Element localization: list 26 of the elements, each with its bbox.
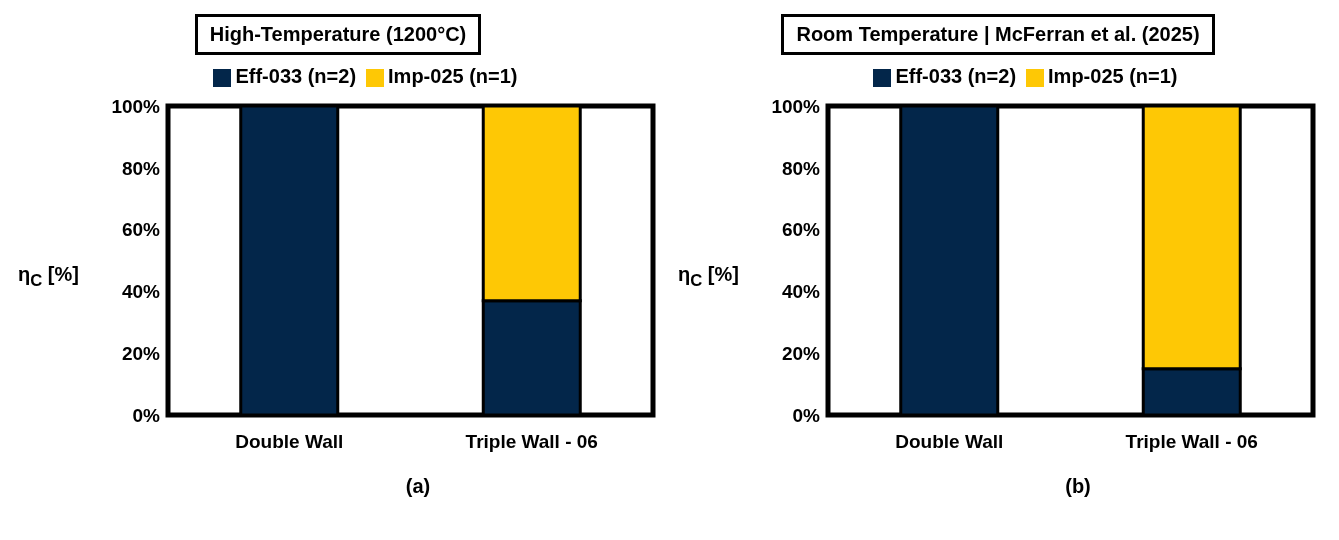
- legend-label: Eff-033 (n=2): [235, 65, 357, 87]
- y-tick-label: 0%: [132, 404, 161, 426]
- y-tick-label: 20%: [781, 342, 821, 364]
- y-tick-label: 80%: [781, 157, 821, 179]
- text: (b): [1064, 475, 1092, 498]
- y-tick-label: 0%: [792, 404, 821, 426]
- x-tick-label: Double Wall: [235, 431, 344, 453]
- y-axis-title: η$_{C}$ [%]: [18, 263, 79, 291]
- y-axis-title: η$_{C}$ [%]: [678, 263, 739, 291]
- x-tick-label: Double Wall: [895, 431, 1004, 453]
- y-tick-label: 40%: [121, 281, 161, 303]
- x-tick-label: Triple Wall - 06: [1125, 431, 1258, 453]
- y-tick-label: 100%: [111, 95, 161, 117]
- y-tick-label: 100%: [771, 95, 821, 117]
- text: (a): [404, 475, 432, 498]
- legend-label: Imp-025 (n=1): [1048, 65, 1178, 87]
- chart-title: Room Temperature | McFerran et al. (2025): [781, 14, 1215, 55]
- legend-label: Eff-033 (n=2): [895, 65, 1017, 87]
- y-tick-label: 40%: [781, 281, 821, 303]
- y-tick-label: 60%: [781, 219, 821, 241]
- legend-label: Imp-025 (n=1): [388, 65, 518, 87]
- y-tick-label: 20%: [121, 342, 161, 364]
- y-tick-label: 60%: [121, 219, 161, 241]
- x-tick-label: Triple Wall - 06: [465, 431, 598, 453]
- y-tick-label: 80%: [121, 157, 161, 179]
- chart-title: High-Temperature (1200°C): [194, 14, 482, 55]
